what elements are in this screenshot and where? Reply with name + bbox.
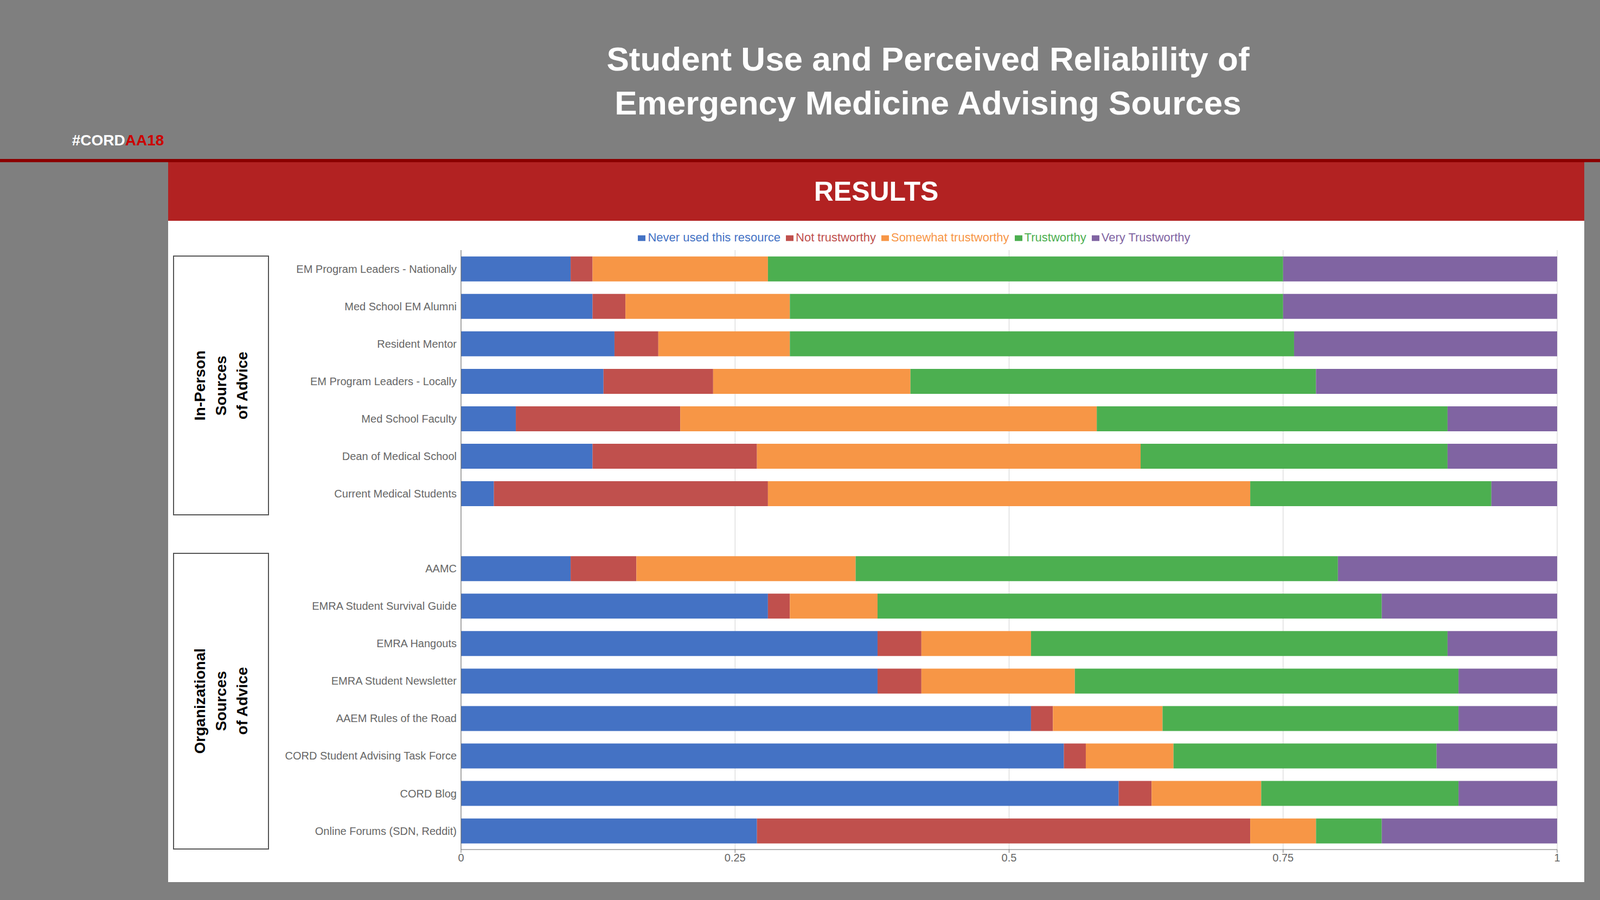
svg-text:AAMC: AAMC: [425, 562, 457, 575]
svg-text:0.25: 0.25: [724, 851, 746, 864]
html-text:Trustworthy: Trustworthy: [1024, 230, 1087, 245]
svg-text:EMRA Student Survival Guide: EMRA Student Survival Guide: [311, 599, 457, 612]
svg-text:CORD Student Advising Task For: CORD Student Advising Task Force: [285, 749, 457, 762]
html-text:Emergency Medicine Advising So: Emergency Medicine Advising Sources: [614, 83, 1242, 122]
html-text:Student Use and Perceived Reli: Student Use and Perceived Reliability of: [606, 40, 1250, 78]
svg-text:0.75: 0.75: [1272, 851, 1294, 864]
html-text:Organizational Sources of Advi: Organizational Sources of Advice: [191, 648, 251, 754]
svg-text:1: 1: [1553, 851, 1560, 864]
svg-text:CORD Blog: CORD Blog: [400, 787, 457, 800]
svg-text:Med School Faculty: Med School Faculty: [361, 412, 457, 425]
svg-text:EM Program Leaders - Nationall: EM Program Leaders - Nationally: [296, 263, 457, 275]
html-text:In-Person Sources of Advice: In-Person Sources of Advice: [191, 350, 251, 421]
svg-text:Online Forums (SDN, Reddit): Online Forums (SDN, Reddit): [315, 824, 457, 837]
svg-text:EMRA Hangouts: EMRA Hangouts: [376, 637, 457, 650]
svg-text:Current Medical Students: Current Medical Students: [334, 487, 457, 500]
html-text:Very Trustworthy: Very Trustworthy: [1101, 230, 1191, 245]
html-text:RESULTS: RESULTS: [813, 176, 939, 207]
html-text:Not trustworthy: Not trustworthy: [795, 230, 876, 245]
svg-text:Med School EM Alumni: Med School EM Alumni: [344, 300, 457, 313]
svg-text:0: 0: [457, 851, 464, 864]
svg-text:EM Program Leaders - Locally: EM Program Leaders - Locally: [310, 375, 457, 388]
svg-text:EMRA Student Newsletter: EMRA Student Newsletter: [331, 674, 458, 687]
svg-text:AAEM Rules of the Road: AAEM Rules of the Road: [336, 712, 457, 725]
svg-text:0.5: 0.5: [1001, 851, 1017, 864]
html-text:Somewhat trustworthy: Somewhat trustworthy: [891, 230, 1010, 245]
svg-text:Dean of Medical School: Dean of Medical School: [342, 450, 457, 463]
html-text:#CORD AA18: #CORD AA18: [72, 131, 165, 149]
svg-text:Resident Mentor: Resident Mentor: [376, 337, 457, 350]
html-text:Never used this resource: Never used this resource: [647, 230, 781, 245]
